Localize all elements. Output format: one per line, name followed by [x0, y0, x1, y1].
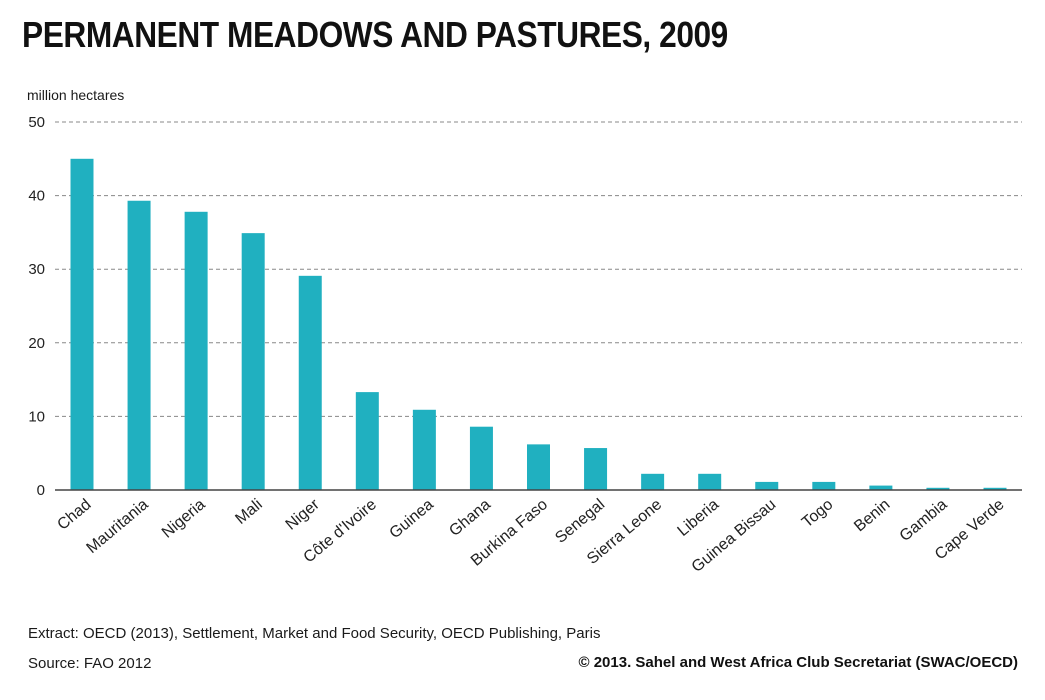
- x-tick-label: Guinea: [386, 496, 437, 542]
- bar-senegal: [584, 448, 608, 490]
- source-note: Source: FAO 2012: [28, 655, 152, 672]
- copyright-notice: © 2013. Sahel and West Africa Club Secre…: [578, 654, 1018, 671]
- x-tick-label: Mali: [232, 496, 265, 528]
- bar-guinea-bissau: [755, 481, 779, 490]
- y-axis-unit-label: million hectares: [27, 87, 125, 103]
- bar-ghana: [469, 426, 493, 490]
- bar-burkina-faso: [527, 444, 550, 490]
- bar-mauritania: [127, 200, 151, 490]
- x-tick-label: Chad: [54, 496, 94, 534]
- x-tick-label: Niger: [283, 496, 324, 534]
- y-tick-label: 40: [28, 188, 45, 205]
- bar-mali: [241, 233, 265, 491]
- bar-nigeria: [184, 211, 208, 491]
- y-tick-label: 20: [28, 335, 45, 352]
- y-tick-label: 50: [28, 114, 45, 131]
- bar-togo: [812, 481, 836, 490]
- bar-chad: [70, 158, 94, 491]
- x-tick-label: Benin: [851, 496, 893, 535]
- y-tick-label: 30: [28, 261, 45, 278]
- chart-title: PERMANENT MEADOWS AND PASTURES, 2009: [22, 14, 728, 55]
- bar-niger: [298, 275, 322, 490]
- bar-sierra-leone: [641, 473, 665, 490]
- x-tick-label: Ghana: [446, 496, 494, 540]
- x-tick-label: Nigeria: [159, 496, 209, 542]
- y-tick-label: 0: [37, 482, 45, 499]
- extract-citation: Extract: OECD (2013), Settlement, Market…: [28, 625, 601, 642]
- x-tick-label: Togo: [799, 496, 837, 531]
- bar-c-te-d-ivoire: [355, 392, 379, 490]
- bar-cape-verde: [983, 487, 1007, 490]
- y-tick-label: 10: [28, 408, 45, 425]
- x-tick-label: Liberia: [675, 496, 723, 540]
- bar-gambia: [926, 487, 950, 490]
- bar-guinea: [412, 409, 436, 490]
- x-tick-label: Senegal: [552, 496, 608, 547]
- x-tick-label: Mauritania: [83, 496, 151, 557]
- bar-liberia: [698, 473, 722, 490]
- x-tick-label: Gambia: [897, 496, 951, 545]
- bar-benin: [869, 485, 893, 490]
